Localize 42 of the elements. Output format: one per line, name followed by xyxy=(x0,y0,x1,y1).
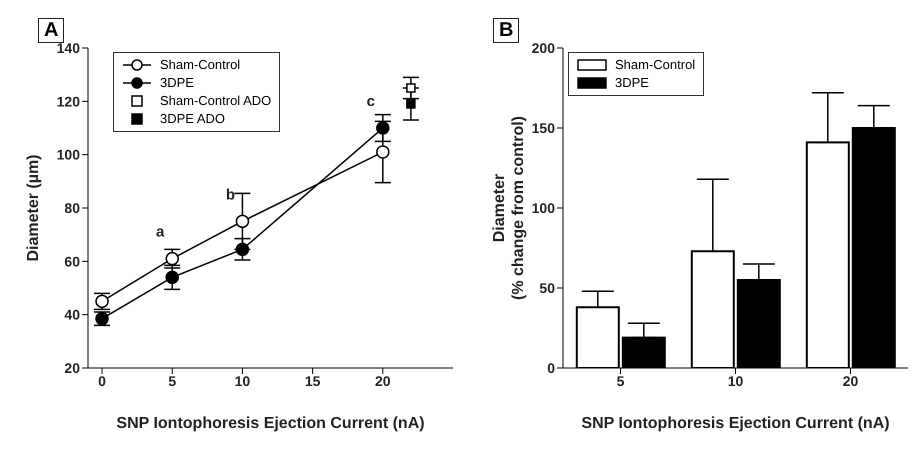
y-tick-label: 0 xyxy=(547,360,556,376)
y-axis-title: Diameter (% change from control) xyxy=(491,116,527,300)
legend-label: Sham-Control xyxy=(615,56,696,74)
y-tick-label: 100 xyxy=(532,200,556,216)
y-tick-label: 200 xyxy=(532,40,556,56)
point xyxy=(165,252,179,266)
x-tick-label: 15 xyxy=(304,372,321,389)
x-tick-label: 10 xyxy=(728,372,744,389)
y-tick-label: 150 xyxy=(532,120,556,136)
y-tick-label: 100 xyxy=(56,146,80,163)
chart-title: B xyxy=(493,18,520,43)
x-axis-title: SNP Iontophoresis Ejection Current (nA) xyxy=(581,415,890,432)
point xyxy=(406,99,416,109)
legend-label: 3DPE ADO xyxy=(160,110,226,128)
legend-label: Sham-Control xyxy=(160,56,240,74)
x-tick-label: 5 xyxy=(616,372,625,389)
chart-title: A xyxy=(38,18,64,43)
x-tick-label: 10 xyxy=(234,372,250,389)
annotation: b xyxy=(226,186,236,204)
y-tick-label: 120 xyxy=(56,93,80,110)
y-tick-label: 50 xyxy=(539,280,556,296)
point xyxy=(376,145,390,159)
x-axis-title: SNP Iontophoresis Ejection Current (nA) xyxy=(116,415,425,432)
x-tick-label: 20 xyxy=(842,372,858,389)
x-tick-label: 20 xyxy=(375,372,391,389)
y-tick-label: 20 xyxy=(64,360,80,376)
point xyxy=(236,214,250,228)
point xyxy=(406,83,416,93)
x-tick-label: 0 xyxy=(98,372,106,389)
point xyxy=(236,242,250,256)
y-tick-label: 60 xyxy=(64,253,80,270)
annotation: c xyxy=(366,93,375,110)
y-tick-label: 80 xyxy=(64,200,80,216)
legend-label: 3DPE xyxy=(615,74,649,92)
point xyxy=(165,270,179,284)
x-tick-label: 5 xyxy=(168,372,176,389)
y-tick-label: 40 xyxy=(64,306,80,323)
legend-label: 3DPE xyxy=(160,74,194,92)
point xyxy=(376,121,390,135)
y-axis-title: Diameter (µm) xyxy=(25,154,42,262)
legend-label: Sham-Control ADO xyxy=(160,92,272,110)
annotation: a xyxy=(156,224,166,241)
